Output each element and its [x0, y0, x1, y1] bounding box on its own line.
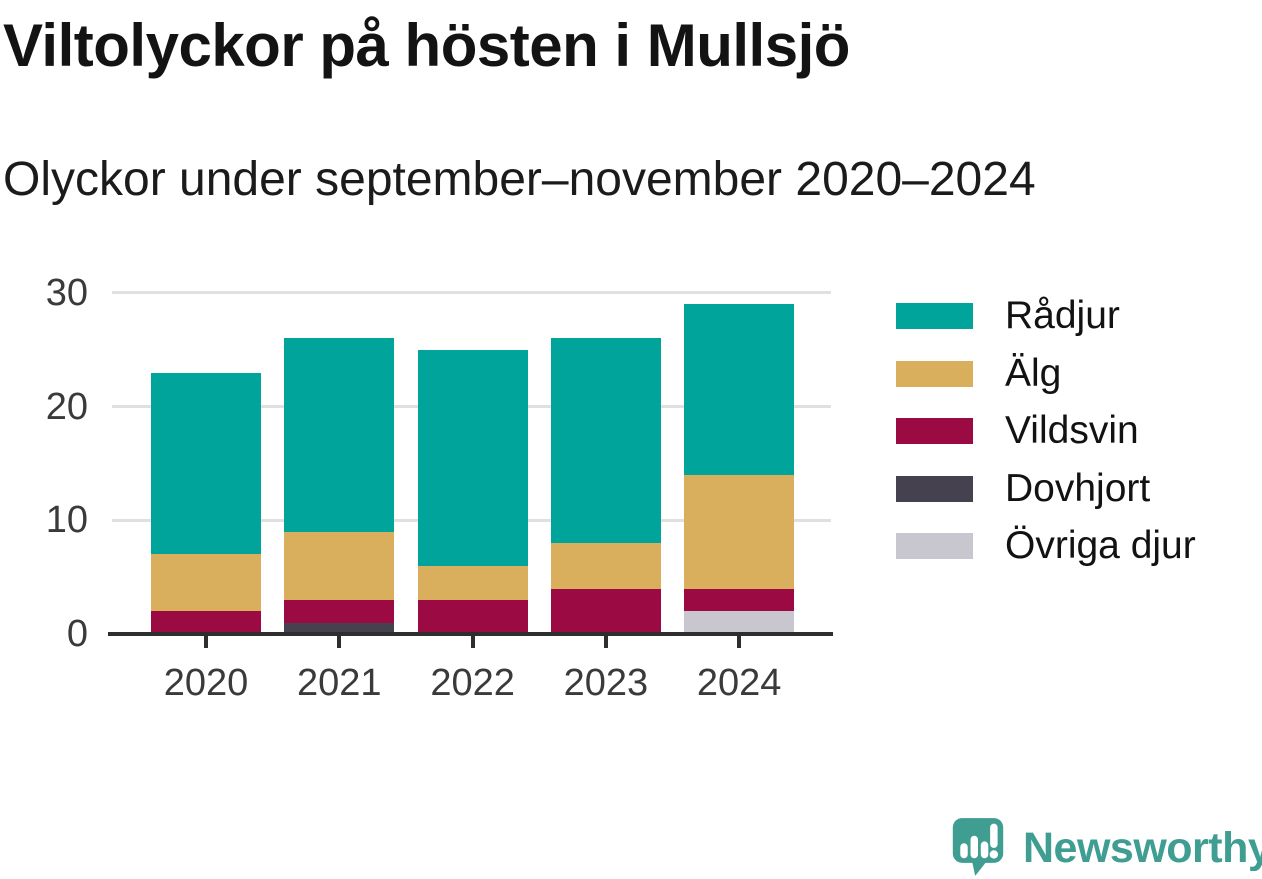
x-axis-tick — [470, 636, 475, 648]
y-axis-tick-label: 30 — [45, 271, 88, 314]
legend-label: Rådjur — [1005, 294, 1120, 337]
bar-segment-2022 — [417, 565, 528, 600]
bar-segment-2020 — [151, 372, 261, 555]
bar-segment-2023 — [550, 543, 661, 589]
bar-segment-2021 — [284, 622, 395, 634]
x-axis-tick-label: 2021 — [297, 662, 382, 704]
legend-item: Vildsvin — [896, 410, 1139, 452]
legend-label: Övriga djur — [1005, 524, 1196, 567]
legend-label: Älg — [1005, 351, 1062, 395]
x-axis-tick — [337, 636, 342, 648]
x-axis-line — [108, 632, 833, 636]
y-axis-tick-label: 0 — [66, 613, 88, 655]
legend-label: Dovhjort — [1005, 466, 1151, 510]
x-axis-tick-label: 2024 — [696, 662, 782, 704]
bar-segment-2022 — [417, 599, 528, 634]
bar-segment-2021 — [284, 599, 395, 623]
chart-subtitle: Olyckor under september–november 2020–20… — [3, 153, 1036, 206]
newsworthy-logo-icon — [952, 818, 1004, 876]
bar-segment-2024 — [684, 474, 795, 589]
legend-item: Dovhjort — [896, 466, 1151, 510]
legend-swatch — [896, 475, 973, 502]
legend-swatch — [896, 360, 973, 387]
x-axis-tick-label: 2023 — [563, 662, 649, 704]
y-axis-tick-label: 10 — [45, 499, 88, 542]
newsworthy-logo: Newsworthy — [950, 816, 1262, 878]
legend-item: Rådjur — [896, 295, 1120, 337]
page-title: Viltolyckor på hösten i Mullsjö — [3, 12, 850, 79]
y-axis-tick-label: 20 — [45, 385, 88, 428]
bar-segment-2021 — [284, 338, 395, 532]
newsworthy-logo-text: Newsworthy — [1023, 824, 1262, 872]
legend-swatch — [896, 303, 973, 329]
bar-segment-2020 — [151, 611, 261, 634]
legend-swatch — [896, 533, 973, 559]
bar-segment-2021 — [284, 531, 395, 600]
bar-segment-2023 — [550, 588, 661, 634]
bar-segment-2024 — [684, 588, 795, 612]
gridline-y-30 — [112, 291, 831, 295]
x-axis-tick — [737, 636, 742, 648]
x-axis-tick-label: 2020 — [163, 662, 249, 704]
bar-segment-2020 — [151, 554, 261, 612]
bar-segment-2024 — [684, 304, 795, 475]
legend-swatch — [896, 418, 973, 444]
x-axis-tick — [204, 636, 208, 648]
bar-segment-2023 — [550, 338, 661, 544]
bar-segment-2022 — [417, 349, 528, 566]
legend-item: Älg — [896, 351, 1062, 395]
x-axis-tick-label: 2022 — [430, 662, 515, 704]
bar-segment-2024 — [684, 611, 795, 634]
legend-label: Vildsvin — [1005, 409, 1139, 452]
legend-item: Övriga djur — [896, 525, 1196, 567]
x-axis-tick — [603, 636, 608, 648]
